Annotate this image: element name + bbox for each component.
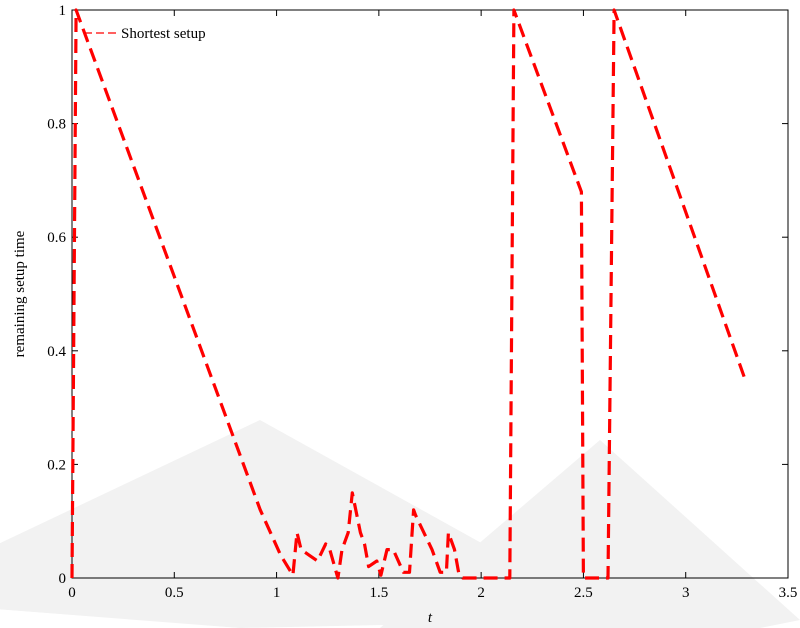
x-axis: 0 0.5 1 1.5 2 2.5 3 3.5: [68, 10, 797, 601]
y-tick-label: 0: [59, 571, 67, 587]
y-axis-title: remaining setup time: [12, 230, 28, 357]
x-tick-label: 1: [273, 585, 281, 601]
series-layer: [70, 8, 747, 580]
x-axis-title: t: [428, 610, 433, 626]
y-tick-label: 0.6: [47, 230, 66, 246]
series-line-0: [70, 8, 747, 580]
x-tick-label: 1.5: [369, 585, 388, 601]
y-tick-label: 0.4: [47, 344, 66, 360]
x-tick-label: 2.5: [574, 585, 593, 601]
x-tick-label: 3.5: [779, 585, 798, 601]
y-tick-label: 1: [59, 3, 67, 19]
x-tick-label: 0.5: [165, 585, 184, 601]
legend-label: Shortest setup: [121, 26, 206, 42]
y-tick-label: 0.2: [47, 457, 66, 473]
x-tick-label: 2: [477, 585, 485, 601]
x-tick-label: 3: [682, 585, 690, 601]
watermark-shape-1: [380, 440, 800, 628]
plot-frame: [71, 9, 789, 579]
watermark: [0, 420, 800, 628]
y-tick-label: 0.8: [47, 117, 66, 133]
legend: Shortest setup: [84, 26, 206, 42]
x-tick-label: 0: [68, 585, 76, 601]
